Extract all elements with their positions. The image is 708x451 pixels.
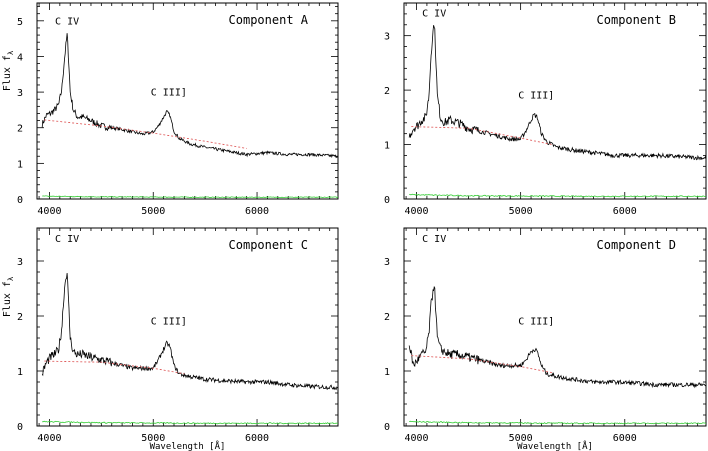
y-tick-label: 1 — [384, 367, 390, 378]
plot-frame — [36, 2, 339, 200]
error-line — [42, 195, 338, 199]
y-axis-label-text: Flux f — [2, 281, 13, 317]
y-tick-label: 3 — [17, 257, 23, 268]
y-tick-label: 0 — [384, 195, 390, 206]
line-annotation: C IV — [55, 234, 79, 245]
x-axis-label-left: Wavelength [Å] — [150, 440, 226, 451]
chart-panel-2: 4000 5000 6000 0 1 2 3 C IV C III] Component B — [384, 2, 707, 217]
line-annotation: C IV — [422, 9, 446, 20]
y-axis-label-text: Flux f — [2, 55, 13, 91]
x-tick-label: 4000 — [37, 433, 61, 444]
line-annotation: C III] — [518, 316, 554, 327]
y-tick-label: 4 — [17, 52, 23, 63]
x-tick-label: 6000 — [613, 206, 637, 217]
error-line — [42, 420, 338, 425]
x-tick-label: 4000 — [404, 433, 428, 444]
line-annotation: C III] — [151, 316, 187, 327]
error-line — [409, 420, 706, 425]
spectrum-line — [408, 25, 706, 161]
spectrum-line — [41, 33, 338, 159]
x-tick-label: 4000 — [37, 206, 61, 217]
x-tick-label: 6000 — [245, 433, 269, 444]
spectrum-line — [41, 272, 338, 391]
y-tick-label: 3 — [384, 257, 390, 268]
y-tick-label: 3 — [17, 88, 23, 99]
y-axis-label-sub: λ — [7, 277, 15, 281]
y-tick-label: 0 — [384, 422, 390, 433]
line-annotation: C IV — [422, 234, 446, 245]
plot-frame — [403, 2, 707, 200]
error-line — [409, 193, 706, 198]
y-tick-label: 1 — [17, 367, 23, 378]
y-tick-label: 0 — [17, 422, 23, 433]
panel-title: Component B — [597, 13, 676, 27]
chart-panel-1: 4000 5000 6000 0 1 2 3 4 5 Flux fλ C IV C III] Compo… — [2, 2, 339, 217]
continuum-line — [411, 355, 552, 374]
x-tick-label: 5000 — [141, 206, 165, 217]
y-tick-label: 2 — [384, 86, 390, 97]
y-tick-label: 3 — [384, 32, 390, 43]
y-tick-label: 1 — [17, 159, 23, 170]
y-tick-label: 2 — [17, 312, 23, 323]
y-tick-label: 2 — [17, 124, 23, 135]
x-tick-label: 4000 — [404, 206, 428, 217]
panel-title: Component D — [597, 238, 676, 252]
continuum-line — [44, 119, 247, 149]
continuum-line — [44, 360, 185, 375]
continuum-line — [411, 126, 553, 146]
plot-frame — [36, 227, 339, 427]
y-tick-label: 2 — [384, 312, 390, 323]
x-axis-label: Wavelength [Å] — [517, 440, 593, 451]
line-annotation: C III] — [518, 90, 554, 101]
y-axis-label: Flux fλ — [2, 277, 15, 317]
y-tick-label: 0 — [17, 195, 23, 206]
y-tick-label: 5 — [17, 17, 23, 28]
x-tick-label: 5000 — [509, 433, 533, 444]
line-annotation: C III] — [151, 88, 187, 99]
x-tick-label: 5000 — [509, 206, 533, 217]
chart-panel-4: 4000 5000 6000 0 1 2 3 C IV C III] Component D Wav… — [384, 227, 707, 451]
x-tick-label: 5000 — [141, 433, 165, 444]
line-annotation: C IV — [55, 16, 79, 27]
panel-title: Component C — [229, 238, 308, 252]
plot-frame — [403, 227, 707, 427]
spectrum-line — [408, 285, 706, 389]
panel-title: Component A — [229, 13, 309, 27]
y-axis-label: Flux fλ — [2, 51, 15, 91]
x-tick-label: 6000 — [245, 206, 269, 217]
x-tick-label: 6000 — [613, 433, 637, 444]
y-axis-label-sub: λ — [7, 51, 15, 55]
y-tick-label: 1 — [384, 141, 390, 152]
